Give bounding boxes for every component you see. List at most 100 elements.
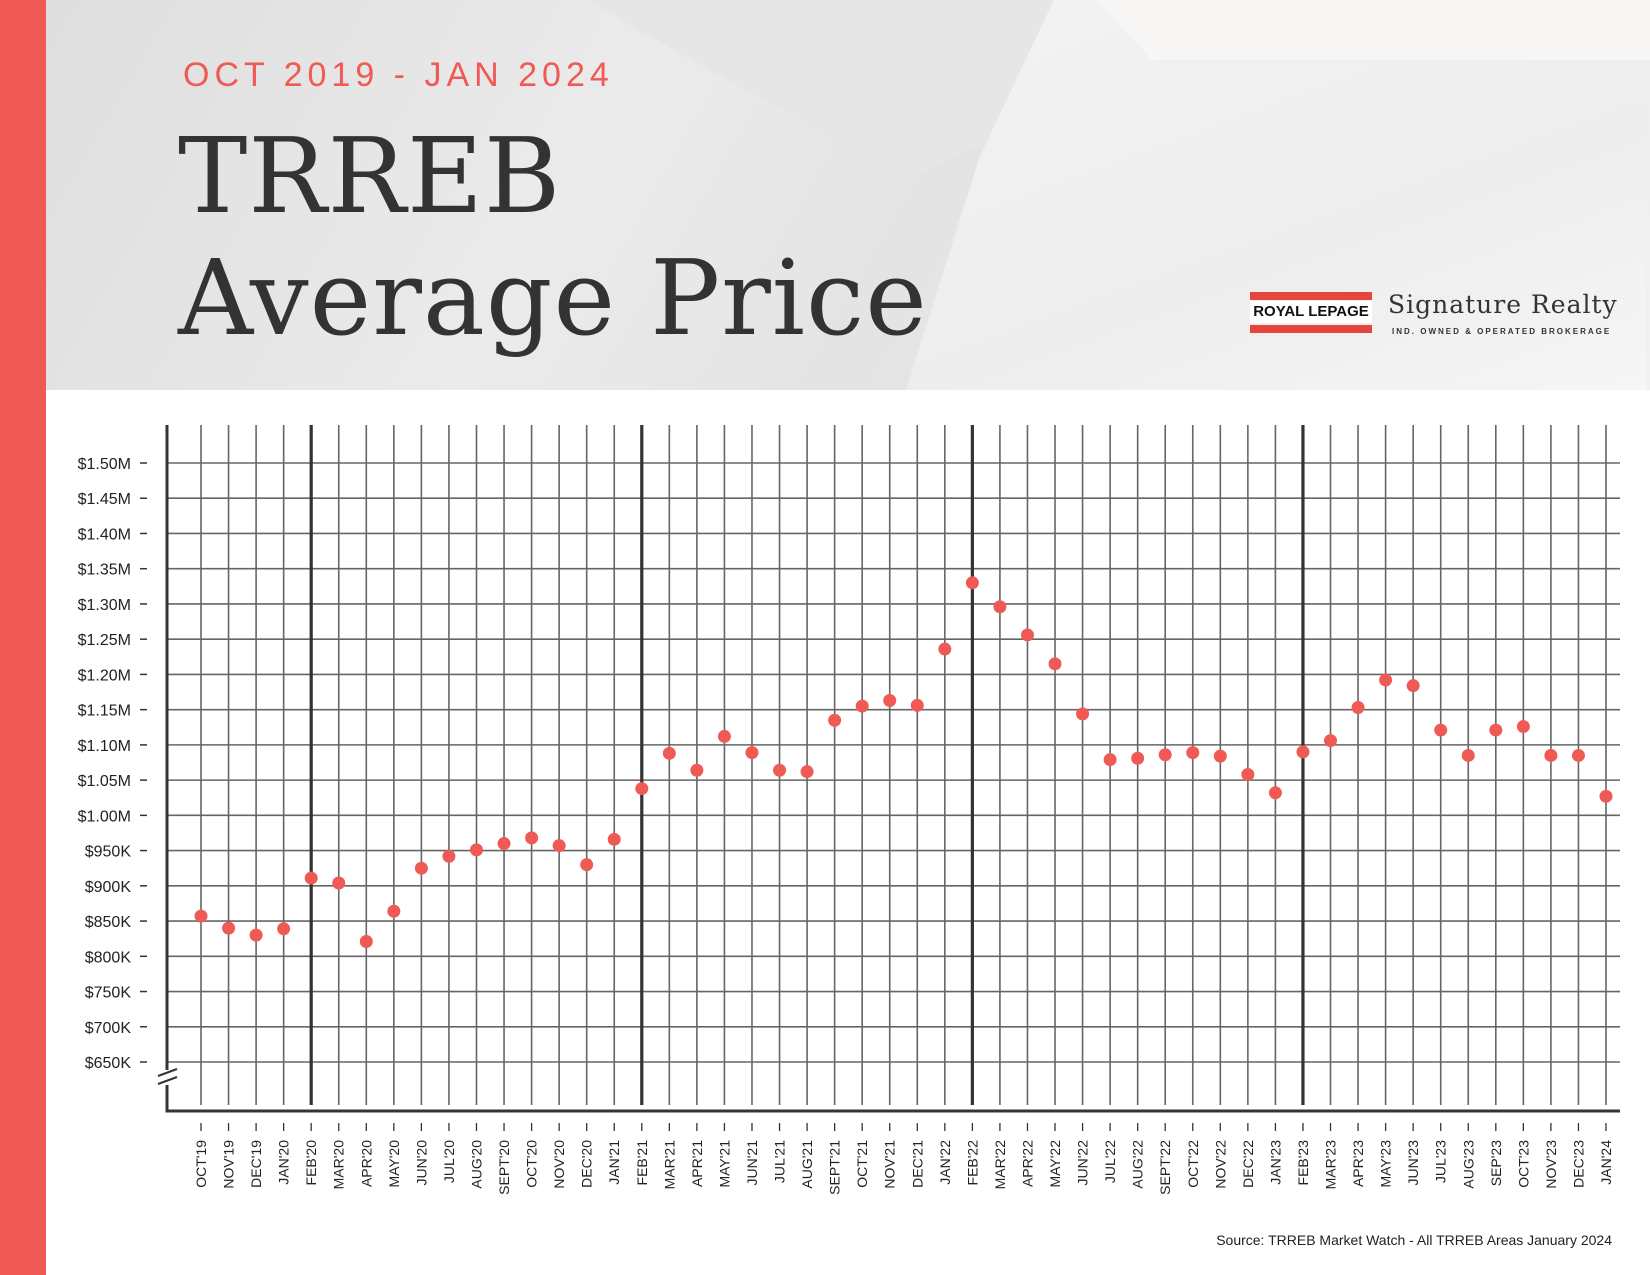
data-point — [332, 876, 346, 890]
date-range-subtitle: OCT 2019 - JAN 2024 — [183, 56, 614, 94]
x-tick-label: JAN'22 — [937, 1140, 953, 1185]
x-tick-label: JAN'21 — [606, 1140, 622, 1185]
data-point — [1268, 786, 1282, 800]
y-tick-label: $900K — [85, 879, 132, 896]
x-tick-label: NOV'23 — [1543, 1140, 1559, 1189]
data-point — [1158, 748, 1172, 762]
x-tick-label: JUN'21 — [744, 1140, 760, 1186]
data-point — [1296, 745, 1310, 759]
x-tick-label: APR'20 — [358, 1140, 374, 1187]
data-point — [525, 831, 539, 845]
data-point — [938, 642, 952, 656]
x-tick-label: NOV'20 — [551, 1140, 567, 1189]
x-tick-label: OCT'23 — [1515, 1140, 1531, 1188]
y-tick-label: $700K — [85, 1020, 132, 1037]
y-tick-label: $1.10M — [78, 738, 131, 755]
y-tick-label: $1.40M — [78, 526, 131, 543]
x-tick-label: OCT'22 — [1185, 1140, 1201, 1188]
data-point — [690, 763, 704, 777]
x-tick-label: MAY'22 — [1047, 1140, 1063, 1188]
data-point — [855, 699, 869, 713]
data-point — [497, 837, 511, 851]
title-line-1: TRREB — [178, 115, 562, 237]
x-tick-label: OCT'21 — [854, 1140, 870, 1188]
data-point — [1434, 723, 1448, 737]
y-tick-label: $850K — [85, 914, 132, 931]
axis-break-mark — [157, 1076, 178, 1085]
data-point — [1076, 707, 1090, 721]
data-point — [1351, 701, 1365, 715]
y-tick-label: $1.15M — [78, 703, 131, 720]
x-tick-label: JAN'23 — [1267, 1140, 1283, 1185]
x-tick-label: MAR'20 — [331, 1140, 347, 1190]
y-tick-label: $1.25M — [78, 632, 131, 649]
x-tick-label: OCT'20 — [524, 1140, 540, 1188]
data-point — [414, 861, 428, 875]
data-point — [359, 934, 373, 948]
data-point — [580, 858, 594, 872]
y-tick-label: $1.50M — [78, 456, 131, 473]
x-tick-label: JAN'20 — [276, 1140, 292, 1185]
data-point — [1544, 748, 1558, 762]
x-tick-label: AUG'23 — [1460, 1140, 1476, 1189]
y-tick-label: $1.30M — [78, 597, 131, 614]
data-point — [194, 909, 208, 923]
y-tick-label: $650K — [85, 1055, 132, 1072]
x-tick-label: DEC'19 — [248, 1140, 264, 1188]
data-point — [635, 782, 649, 796]
y-tick-label: $950K — [85, 844, 132, 861]
source-note: Source: TRREB Market Watch - All TRREB A… — [1216, 1232, 1612, 1248]
data-point — [222, 921, 236, 935]
data-point — [1213, 749, 1227, 763]
data-point — [1599, 789, 1613, 803]
data-point — [442, 849, 456, 863]
page-title: TRREB Average Price — [178, 115, 928, 359]
y-tick-label: $1.45M — [78, 491, 131, 508]
y-tick-label: $1.35M — [78, 562, 131, 579]
x-tick-label: AUG'22 — [1130, 1140, 1146, 1189]
x-tick-label: SEPT'20 — [496, 1140, 512, 1195]
x-tick-label: FEB'22 — [964, 1140, 980, 1186]
y-tick-label: $1.20M — [78, 667, 131, 684]
x-tick-label: FEB'20 — [303, 1140, 319, 1186]
title-line-2: Average Price — [178, 237, 928, 359]
x-tick-label: MAY'23 — [1378, 1140, 1394, 1188]
brand-name: Signature Realty — [1388, 290, 1618, 319]
background-facet — [1096, 0, 1650, 60]
logo-text: ROYAL LEPAGE — [1250, 301, 1372, 323]
x-tick-label: DEC'21 — [909, 1140, 925, 1188]
data-point — [277, 922, 291, 936]
x-tick-label: JUL'22 — [1102, 1140, 1118, 1183]
data-point — [249, 928, 263, 942]
logo-top-stripe — [1250, 292, 1372, 300]
data-point — [1020, 628, 1034, 642]
royal-lepage-logo: ROYAL LEPAGE — [1250, 292, 1372, 336]
x-tick-label: MAY'20 — [386, 1140, 402, 1188]
data-point — [1461, 748, 1475, 762]
data-point — [1379, 673, 1393, 687]
y-tick-label: $1.05M — [78, 773, 131, 790]
data-point — [304, 871, 318, 885]
logo-bottom-stripe — [1250, 325, 1372, 333]
data-point — [745, 746, 759, 760]
x-tick-label: FEB'21 — [634, 1140, 650, 1186]
data-point — [910, 698, 924, 712]
x-tick-label: DEC'22 — [1240, 1140, 1256, 1188]
data-point — [387, 904, 401, 918]
x-tick-label: DEC'20 — [579, 1140, 595, 1188]
x-tick-label: AUG'20 — [468, 1140, 484, 1189]
x-tick-label: JAN'24 — [1598, 1140, 1614, 1185]
x-tick-label: SEP'23 — [1488, 1140, 1504, 1186]
data-point — [1241, 767, 1255, 781]
x-tick-label: APR'22 — [1019, 1140, 1035, 1187]
y-tick-label: $750K — [85, 985, 132, 1002]
x-tick-label: JUN'23 — [1405, 1140, 1421, 1186]
x-tick-label: APR'21 — [689, 1140, 705, 1187]
data-point — [965, 576, 979, 590]
data-point — [1186, 746, 1200, 760]
data-point — [1571, 748, 1585, 762]
x-tick-label: JUN'22 — [1075, 1140, 1091, 1186]
data-point — [1489, 723, 1503, 737]
data-point — [1406, 679, 1420, 693]
